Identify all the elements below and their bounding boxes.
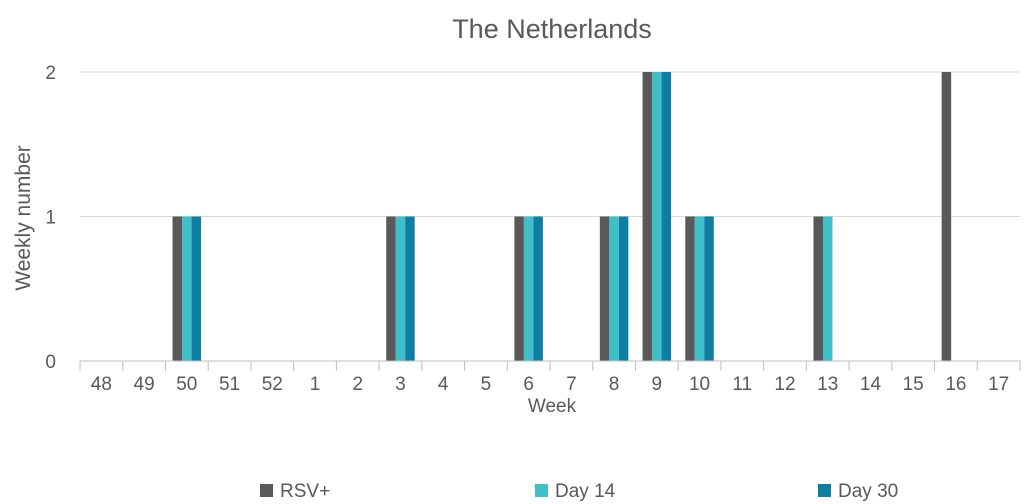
x-tick-label: 6 bbox=[523, 374, 534, 395]
bar bbox=[405, 216, 415, 361]
y-tick-labels: 0 1 2 bbox=[45, 63, 56, 373]
x-tick-label: 48 bbox=[91, 374, 112, 395]
x-tick-label: 52 bbox=[262, 374, 283, 395]
x-tick-label: 10 bbox=[689, 374, 710, 395]
bar bbox=[685, 216, 695, 361]
bar bbox=[514, 216, 524, 361]
y-tick-label: 2 bbox=[45, 63, 56, 84]
y-axis-label: Weekly number bbox=[12, 145, 35, 291]
x-tick-label: 4 bbox=[438, 374, 449, 395]
x-tick-label: 9 bbox=[652, 374, 663, 395]
legend-item: Day 14 bbox=[535, 481, 616, 502]
bar bbox=[661, 72, 672, 361]
x-tick-label: 11 bbox=[732, 374, 752, 395]
bar bbox=[652, 72, 662, 361]
x-tick-label: 15 bbox=[903, 374, 924, 395]
bar bbox=[704, 216, 714, 361]
bar bbox=[618, 216, 629, 361]
x-axis-label: Week bbox=[528, 396, 577, 417]
bar bbox=[813, 216, 823, 361]
legend-swatch bbox=[260, 484, 273, 497]
legend-label: Day 14 bbox=[555, 481, 616, 502]
legend-item: RSV+ bbox=[260, 481, 330, 502]
bar bbox=[609, 216, 619, 361]
bar bbox=[642, 72, 653, 361]
x-tick-label: 14 bbox=[860, 374, 882, 395]
bar bbox=[533, 216, 543, 361]
x-tick-label: 7 bbox=[566, 374, 577, 395]
legend-swatch bbox=[535, 484, 548, 497]
x-tick-labels: 48 49 50 51 52 1 2 3 4 5 6 7 8 9 10 11 12 13 14 15 16 17 bbox=[91, 374, 1009, 395]
x-tick-label: 49 bbox=[134, 374, 155, 395]
bar bbox=[694, 216, 705, 361]
x-tick-label: 51 bbox=[219, 374, 240, 395]
bar bbox=[822, 216, 833, 361]
bar bbox=[182, 216, 192, 361]
x-tick-label: 16 bbox=[945, 374, 966, 395]
x-axis bbox=[79, 360, 1021, 371]
legend-swatch bbox=[818, 484, 831, 497]
bar bbox=[172, 216, 183, 361]
bar bbox=[523, 216, 534, 361]
bars bbox=[172, 72, 952, 361]
bar bbox=[599, 216, 610, 361]
gridlines bbox=[80, 71, 1020, 217]
legend-label: Day 30 bbox=[838, 481, 898, 502]
legend: RSV+ Day 14 Day 30 bbox=[260, 481, 898, 502]
x-tick-label: 17 bbox=[988, 374, 1009, 395]
chart-title: The Netherlands bbox=[452, 14, 652, 44]
x-tick-label: 8 bbox=[609, 374, 620, 395]
y-tick-label: 0 bbox=[45, 352, 56, 373]
bar bbox=[395, 216, 406, 361]
x-tick-label: 13 bbox=[817, 374, 838, 395]
x-tick-label: 12 bbox=[774, 374, 795, 395]
bar bbox=[191, 216, 202, 361]
x-tick-label: 50 bbox=[176, 374, 197, 395]
x-tick-label: 2 bbox=[352, 374, 363, 395]
legend-label: RSV+ bbox=[280, 481, 330, 502]
y-tick-label: 1 bbox=[45, 208, 56, 229]
x-tick-label: 3 bbox=[395, 374, 406, 395]
x-tick-label: 5 bbox=[481, 374, 492, 395]
x-tick-label: 1 bbox=[310, 374, 321, 395]
bar bbox=[386, 216, 396, 361]
bar bbox=[941, 72, 952, 361]
legend-item: Day 30 bbox=[818, 481, 898, 502]
